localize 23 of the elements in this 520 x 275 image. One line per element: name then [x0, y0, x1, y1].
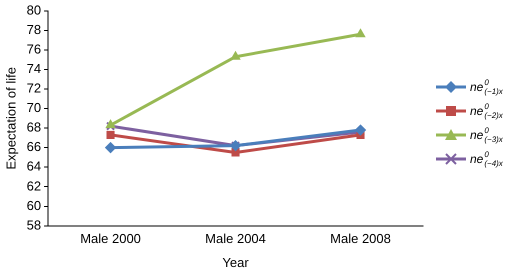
y-tick-label: 72 — [26, 80, 42, 96]
y-axis-title: Expectation of life — [3, 66, 18, 170]
y-tick-label: 58 — [26, 217, 42, 232]
point — [105, 142, 116, 154]
x-tick-label: Male 2008 — [330, 231, 391, 246]
x-tick-label: Male 2000 — [80, 231, 141, 246]
point — [355, 124, 366, 136]
point — [356, 28, 366, 38]
y-tick-label: 60 — [26, 198, 42, 213]
y-tick-label: 80 — [26, 2, 42, 18]
y-tick-label: 74 — [26, 61, 42, 76]
y-tick-label: 78 — [26, 22, 42, 37]
y-tick-label: 66 — [26, 139, 42, 154]
x-tick-label: Male 2004 — [205, 231, 266, 246]
y-tick-label: 64 — [26, 158, 42, 174]
point — [106, 120, 116, 128]
y-tick-label: 62 — [26, 178, 42, 194]
point — [230, 51, 240, 60]
y-tick-label: 68 — [26, 120, 42, 135]
x-axis-title: Year — [222, 254, 250, 270]
y-tick-label: 70 — [26, 100, 42, 116]
y-tick-label: 76 — [26, 41, 42, 56]
point — [106, 130, 115, 139]
